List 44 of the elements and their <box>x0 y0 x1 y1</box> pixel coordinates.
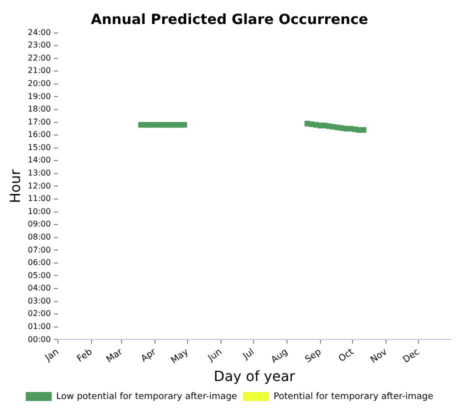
y-tick-label: 18:00 <box>28 104 51 114</box>
y-tick-label: 01:00 <box>28 322 51 331</box>
y-tick-label: 20:00 <box>28 79 51 88</box>
chart-title: Annual Predicted Glare Occurrence <box>90 12 368 28</box>
y-tick-label: 00:00 <box>28 334 51 344</box>
y-tick-label: 04:00 <box>28 284 51 293</box>
x-tick-label: Dec <box>402 347 422 366</box>
x-tick-label: Apr <box>140 347 158 364</box>
y-tick-label: 11:00 <box>28 194 51 204</box>
y-tick-label: 16:00 <box>28 130 51 140</box>
y-tick-label: 17:00 <box>28 117 51 126</box>
x-tick-label: Feb <box>76 347 95 365</box>
y-tick-label: 07:00 <box>28 245 51 254</box>
y-tick-label: 15:00 <box>28 142 51 152</box>
y-tick-label: 23:00 <box>28 40 51 50</box>
y-tick-label: 05:00 <box>28 270 51 280</box>
y-tick-label: 03:00 <box>28 296 51 306</box>
x-tick-label: Jun <box>206 347 224 364</box>
y-tick-label: 21:00 <box>28 66 51 76</box>
point <box>360 127 366 133</box>
x-tick-label: Jan <box>43 347 61 364</box>
y-tick-label: 09:00 <box>28 220 51 229</box>
point <box>181 122 188 128</box>
x-axis-title: Day of year <box>214 369 296 386</box>
x-tick-label: Nov <box>369 346 390 366</box>
x-tick-label: Mar <box>104 347 125 366</box>
x-tick-label: Sep <box>304 347 324 366</box>
y-tick-label: 02:00 <box>28 309 51 318</box>
y-tick-label: 14:00 <box>28 156 51 165</box>
y-tick-label: 13:00 <box>28 168 51 178</box>
y-tick-label: 19:00 <box>28 92 51 101</box>
y-axis-title: Hour <box>8 169 24 204</box>
y-tick-label: 10:00 <box>28 206 51 216</box>
x-tick-label: Oct <box>337 347 356 364</box>
x-tick-label: Aug <box>270 347 290 366</box>
legend-label: Low potential for temporary after-image <box>56 392 238 402</box>
y-tick-label: 12:00 <box>28 181 51 190</box>
y-tick-label: 24:00 <box>28 28 51 37</box>
y-tick-label: 06:00 <box>28 258 51 268</box>
y-tick-label: 22:00 <box>28 53 51 62</box>
y-tick-label: 08:00 <box>28 232 51 242</box>
x-tick-label: May <box>170 346 192 366</box>
legend-label: Potential for temporary after-image <box>274 392 434 402</box>
x-tick-label: Jul <box>240 347 256 362</box>
